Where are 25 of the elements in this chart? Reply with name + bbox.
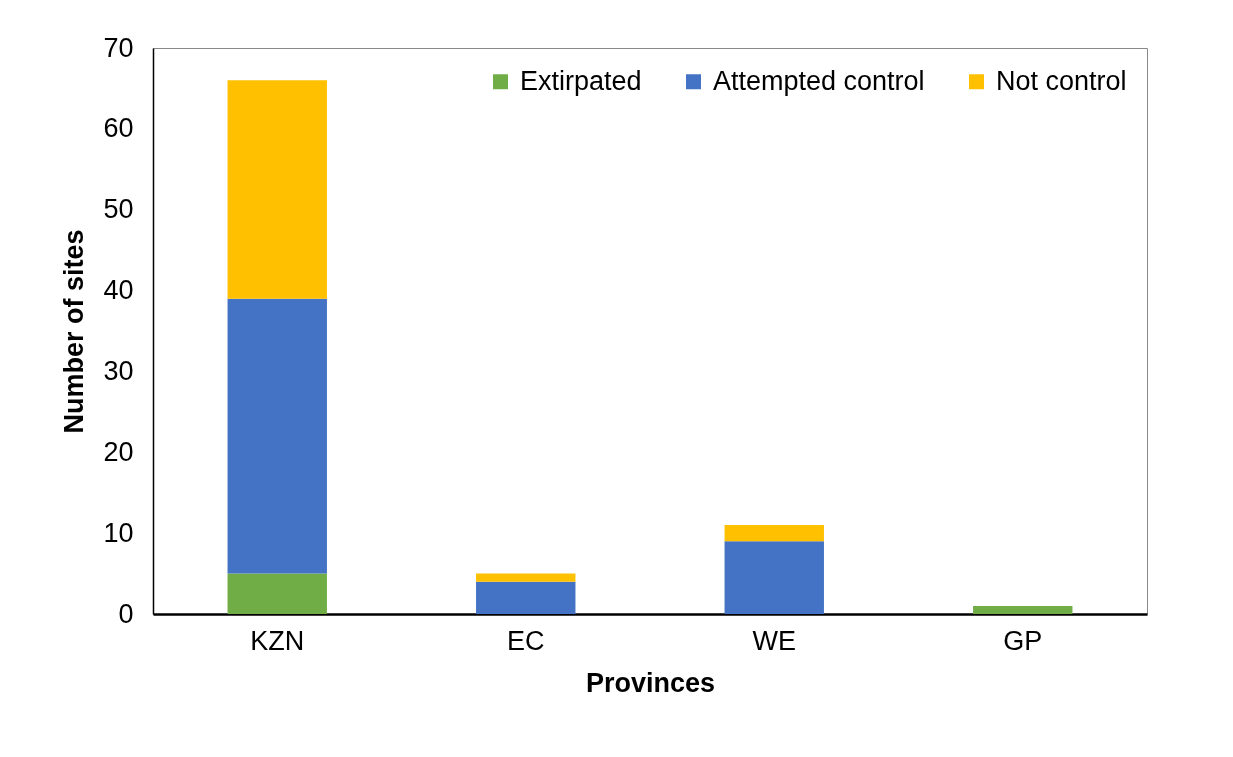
bar	[227, 573, 327, 614]
x-tick-label: EC	[506, 625, 545, 656]
y-axis-title: Number of sites	[59, 229, 90, 434]
bar	[724, 525, 824, 542]
y-tick-label: 70	[103, 32, 134, 63]
bar	[227, 298, 327, 574]
y-tick-label: 0	[118, 598, 134, 629]
bar	[476, 573, 576, 582]
y-tick-label: 30	[103, 355, 134, 386]
bar	[227, 80, 327, 299]
legend-label: Extirpated	[520, 65, 642, 96]
legend-label: Not control	[996, 65, 1127, 96]
y-tick-label: 50	[103, 194, 134, 225]
legend-label: Attempted control	[713, 65, 925, 96]
bar	[724, 541, 824, 614]
y-tick-label: 60	[103, 113, 134, 144]
bar	[973, 605, 1073, 614]
x-tick-label: KZN	[250, 625, 305, 656]
y-tick-label: 10	[103, 517, 134, 548]
x-tick-label: GP	[1003, 625, 1043, 656]
x-tick-label: WE	[752, 625, 796, 656]
bar	[476, 581, 576, 614]
y-tick-label: 40	[103, 275, 134, 306]
x-axis-title: Provinces	[585, 667, 716, 698]
y-tick-label: 20	[103, 436, 134, 467]
